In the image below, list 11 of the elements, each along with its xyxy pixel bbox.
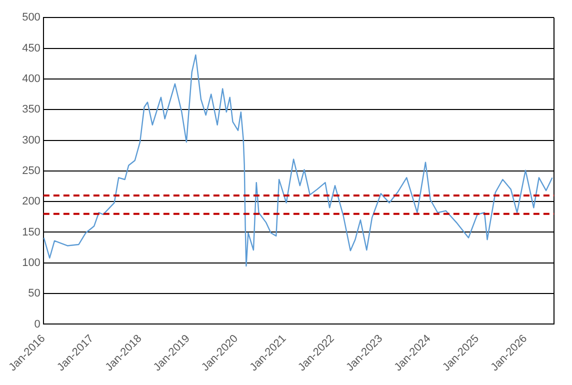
- y-tick-label: 450: [22, 42, 40, 54]
- y-tick-label: 200: [22, 196, 40, 208]
- y-tick-label: 50: [28, 288, 40, 300]
- y-tick-label: 300: [22, 134, 40, 146]
- y-tick-label: 400: [22, 72, 40, 85]
- y-tick-label: 0: [34, 318, 40, 330]
- y-tick-label: 500: [22, 12, 40, 24]
- y-tick-label: 250: [22, 164, 40, 177]
- y-tick-label: 100: [22, 256, 40, 269]
- y-tick-label: 150: [22, 226, 40, 238]
- y-tick-label: 350: [22, 104, 40, 116]
